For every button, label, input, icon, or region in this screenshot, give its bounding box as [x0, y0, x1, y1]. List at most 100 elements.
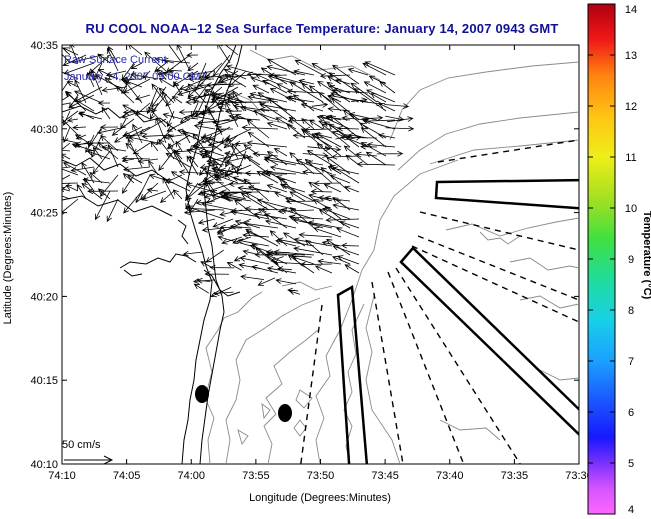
current-vector [62, 116, 79, 136]
current-vector [286, 88, 324, 95]
current-vector [62, 168, 79, 176]
current-vector [105, 70, 127, 78]
current-vector [332, 87, 369, 94]
current-vector [311, 62, 333, 76]
reference-vector-label: 50 cm/s [62, 439, 101, 451]
current-vector [224, 45, 239, 56]
current-vector [269, 165, 306, 175]
x-tick-label: 73:35 [501, 470, 529, 482]
current-vector [260, 67, 288, 85]
current-vector [242, 249, 261, 256]
current-vector [123, 190, 143, 214]
current-vector [269, 230, 288, 247]
current-vector [350, 82, 378, 103]
colorbar-label: Temperature (°C) [641, 211, 651, 300]
colorbar-tick-label: 11 [625, 152, 636, 164]
current-vector [257, 277, 276, 286]
current-vector [274, 191, 297, 202]
current-vector [178, 109, 216, 115]
current-vector [82, 177, 111, 184]
current-vector [172, 189, 183, 200]
current-vector [298, 232, 333, 238]
current-vector [300, 128, 333, 148]
current-vector [298, 78, 315, 85]
current-vector [204, 271, 229, 277]
current-vector [62, 198, 79, 215]
colorbar-tick-label: 5 [628, 458, 634, 470]
current-vector [139, 118, 167, 135]
current-vector [166, 110, 175, 128]
current-vector [71, 142, 95, 152]
current-vector [90, 69, 103, 96]
current-vector [100, 135, 119, 152]
current-vector [234, 199, 261, 220]
current-vector [206, 155, 234, 164]
chart-title: RU COOL NOAA–12 Sea Surface Temperature:… [85, 21, 559, 36]
current-vector [317, 258, 342, 265]
current-vector [304, 158, 333, 184]
current-vector [148, 106, 167, 128]
overlay-text-line-1: Raw Surface Current [64, 54, 167, 66]
current-vector [210, 97, 234, 103]
current-vector [189, 113, 216, 121]
current-vector [241, 154, 270, 175]
current-vector [62, 186, 71, 193]
current-vector [122, 104, 151, 120]
current-vector [366, 142, 396, 148]
current-vector [307, 220, 342, 229]
current-vector [132, 142, 151, 155]
current-vector [72, 124, 87, 131]
x-tick-label: 74:00 [177, 470, 205, 482]
current-vector [385, 125, 415, 132]
current-vector [319, 73, 351, 79]
axes: 74:10 74:05 74:00 73:55 73:50 73:45 73:40 73:35… [30, 40, 592, 482]
current-vector [151, 83, 167, 104]
current-vector [289, 81, 324, 103]
current-vector [289, 191, 306, 202]
current-vector [224, 108, 243, 115]
current-vector [62, 47, 79, 56]
current-vector [209, 264, 235, 271]
current-vector [173, 150, 191, 176]
current-vector [251, 243, 279, 265]
current-vector [262, 79, 288, 94]
current-vector [328, 72, 360, 94]
current-vector [247, 94, 279, 103]
plot-frame [61, 44, 580, 465]
current-vector [325, 217, 360, 223]
current-vector [266, 184, 288, 193]
current-vector [189, 155, 199, 168]
current-vector [356, 161, 396, 168]
colorbar-tick-label: 9 [628, 254, 634, 266]
current-vector [225, 155, 252, 164]
current-vector [332, 203, 360, 211]
current-vector [172, 70, 199, 87]
x-tick-label: 74:10 [48, 470, 76, 482]
current-vector [204, 88, 243, 103]
current-vector [158, 87, 175, 104]
current-vector [197, 182, 234, 196]
colorbar-tick-label: 14 [625, 4, 637, 16]
current-vector [81, 162, 95, 184]
colorbar-tick-label: 8 [628, 305, 634, 317]
current-vector [197, 119, 234, 126]
current-vector [329, 115, 360, 139]
current-vector [144, 51, 167, 72]
current-vector [187, 70, 215, 78]
current-vector [289, 152, 315, 175]
current-vector [141, 190, 167, 201]
current-vector [345, 154, 360, 166]
current-vector [146, 187, 159, 193]
current-vector [217, 105, 234, 112]
current-vector [128, 45, 143, 56]
current-vector [224, 151, 243, 157]
current-vector [197, 218, 216, 225]
current-vector [361, 118, 396, 130]
current-vector [335, 134, 352, 140]
current-vector [238, 262, 261, 269]
current-vector [73, 90, 103, 104]
current-vector [315, 133, 342, 148]
current-vector [159, 190, 175, 204]
current-vector [265, 249, 290, 255]
